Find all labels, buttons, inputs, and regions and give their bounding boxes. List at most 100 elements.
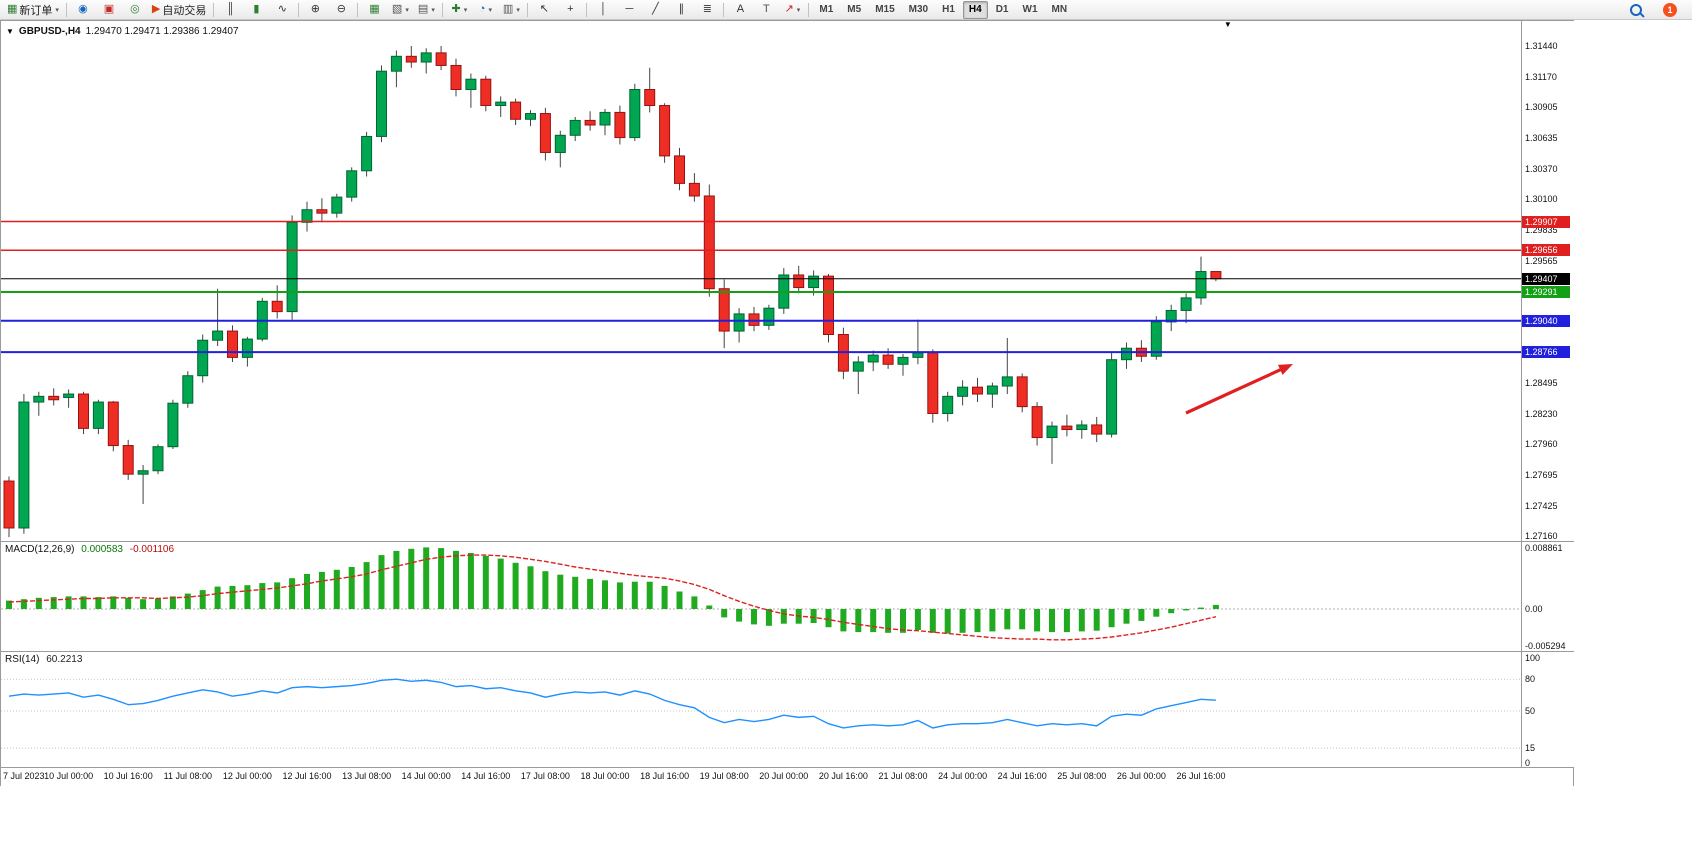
candle-down — [78, 393, 89, 429]
time-axis[interactable]: 7 Jul 2023 10 Jul 00:00 10 Jul 16:00 11 Jul… — [1, 767, 1573, 786]
macd-histogram-bar — [780, 609, 787, 624]
new-order-button[interactable]: ▦ 新订单 ▾ — [3, 0, 63, 20]
candle-up — [1106, 359, 1118, 435]
rsi-chart-canvas[interactable] — [1, 652, 1521, 768]
macd-histogram-bar — [646, 581, 653, 609]
zoom-out-icon: ⊖ — [336, 3, 346, 15]
tile-windows-button[interactable]: ▦ — [361, 0, 387, 20]
notifications-button[interactable]: 1 — [1657, 0, 1683, 20]
macd-histogram-bar — [318, 571, 325, 609]
channel-button[interactable]: ∥ — [668, 0, 694, 20]
search-button[interactable] — [1623, 0, 1649, 20]
toolbar: ▦ 新订单 ▾ ◉ ▣ ◎ ▶ 自动交易 ║ ▮ ∿ ⊕ ⊖ ▦ ▧ ▾ ▤ ▾ ✚ ▾ ◔ ▾ ▥ ▾ ↖ + │ ─ ╱ ∥ ≣ A T ↗ ▾… — [0, 0, 1692, 20]
line-chart-button[interactable]: ∿ — [269, 0, 295, 20]
trend-arrow-annotation[interactable] — [1185, 365, 1287, 415]
arrows-button[interactable]: ↗ ▾ — [779, 0, 805, 20]
zoom-out-button[interactable]: ⊖ — [328, 0, 354, 20]
timeframe-d1[interactable]: D1 — [995, 4, 1009, 15]
price-tag[interactable]: 1.29407 — [1522, 272, 1570, 285]
vline-icon: │ — [599, 3, 607, 15]
macd-axis[interactable]: 0.008861 0.00 -0.005294 — [1521, 542, 1574, 651]
timeframe-h1[interactable]: H1 — [942, 4, 955, 15]
candle-up — [212, 330, 224, 341]
fibonacci-button[interactable]: ≣ — [694, 0, 720, 20]
timeframe-m30[interactable]: M30 — [908, 4, 929, 15]
candle-down — [1016, 376, 1028, 408]
market-button[interactable]: ▣ — [96, 0, 122, 20]
macd-histogram-bar — [1212, 604, 1219, 609]
zoom-in-button[interactable]: ⊕ — [302, 0, 328, 20]
candle-down — [450, 64, 462, 91]
periods-button[interactable]: ◔ ▾ — [472, 0, 498, 20]
templates-button[interactable]: ▥ ▾ — [498, 0, 524, 20]
macd-axis-label: -0.005294 — [1525, 641, 1566, 651]
candle-up — [733, 313, 745, 332]
autotrading-button[interactable]: ▶ 自动交易 — [148, 0, 210, 20]
macd-histogram-bar — [393, 550, 400, 609]
horizontal-line-button[interactable]: ─ — [616, 0, 642, 20]
rsi-axis[interactable]: 100 80 50 15 0 — [1521, 652, 1574, 768]
price-tag[interactable]: 1.29907 — [1522, 215, 1570, 228]
rsi-axis-label: 100 — [1525, 653, 1541, 663]
chart-shift-marker-icon[interactable]: ▼ — [1223, 20, 1232, 29]
candle-up — [1180, 297, 1192, 311]
crosshair-button[interactable]: + — [557, 0, 583, 20]
macd-histogram-bar — [482, 555, 489, 609]
price-chart-canvas[interactable] — [1, 21, 1521, 541]
macd-histogram-bar — [497, 558, 504, 609]
candle-up — [1046, 425, 1058, 439]
timeframe-mn[interactable]: MN — [1051, 4, 1068, 15]
price-tag[interactable]: 1.29656 — [1522, 244, 1570, 257]
trendline-button[interactable]: ╱ — [642, 0, 668, 20]
timeframe-w1[interactable]: W1 — [1022, 4, 1038, 15]
time-axis-label: 12 Jul 16:00 — [282, 771, 332, 781]
candle-up — [182, 375, 194, 404]
price-axis[interactable]: 1.31440 1.31170 1.30905 1.30635 1.30370 1.301… — [1521, 21, 1574, 541]
autotrading-icon: ▶ — [151, 3, 161, 15]
cursor-button[interactable]: ↖ — [531, 0, 557, 20]
macd-histogram-bar — [408, 548, 415, 609]
price-tag[interactable]: 1.29040 — [1522, 314, 1570, 327]
macd-histogram-bar — [974, 609, 981, 633]
trendline-icon: ╱ — [652, 3, 659, 15]
ohlc-readout: 1.29470 1.29471 1.29386 1.29407 — [85, 26, 239, 37]
chart-profiles-button[interactable]: ▤ ▾ — [413, 0, 439, 20]
macd-histogram-bar — [1198, 607, 1204, 609]
macd-histogram-bar — [333, 569, 340, 609]
candlestick-icon: ▮ — [253, 3, 260, 15]
vertical-line-button[interactable]: │ — [590, 0, 616, 20]
text-button[interactable]: A — [727, 0, 753, 20]
symbol-info: ▼ GBPUSD-,H4 1.29470 1.29471 1.29386 1.2… — [6, 26, 239, 37]
macd-histogram-bar — [1004, 609, 1011, 630]
autotrading-button-label: 自动交易 — [162, 4, 207, 17]
macd-histogram-bar — [1183, 609, 1190, 611]
bar-chart-button[interactable]: ║ — [217, 0, 243, 20]
profile-icon: ◉ — [78, 3, 88, 15]
timeframe-h4[interactable]: H4 — [962, 0, 988, 19]
candle-up — [1150, 321, 1162, 357]
label-button[interactable]: T — [753, 0, 779, 20]
macd-histogram-bar — [140, 599, 147, 609]
candle-up — [286, 221, 298, 313]
macd-histogram-bar — [184, 593, 191, 609]
charts-community-button[interactable]: ◉ — [70, 0, 96, 20]
price-tag[interactable]: 1.28766 — [1522, 346, 1570, 359]
price-tag[interactable]: 1.29291 — [1522, 286, 1570, 299]
candle-down — [539, 113, 551, 153]
timeframe-m1[interactable]: M1 — [819, 4, 834, 15]
new-chart-button[interactable]: ▧ ▾ — [387, 0, 413, 20]
candlestick-button[interactable]: ▮ — [243, 0, 269, 20]
macd-chart-canvas[interactable] — [1, 542, 1521, 652]
one-click-trading-toggle-icon[interactable]: ▼ — [6, 27, 14, 36]
toolbar-separator — [65, 2, 67, 17]
candle-down — [972, 386, 983, 395]
toolbar-right-group: 1 — [1623, 0, 1689, 20]
time-axis-label: 7 Jul 2023 — [3, 771, 45, 781]
signals-button[interactable]: ◎ — [122, 0, 148, 20]
timeframe-m5[interactable]: M5 — [847, 4, 862, 15]
macd-histogram-bar — [512, 562, 519, 609]
indicators-button[interactable]: ✚ ▾ — [446, 0, 472, 20]
price-axis-label: 1.27960 — [1525, 439, 1558, 450]
timeframe-m15[interactable]: M15 — [875, 4, 895, 15]
macd-signal-value: -0.001106 — [129, 544, 175, 555]
